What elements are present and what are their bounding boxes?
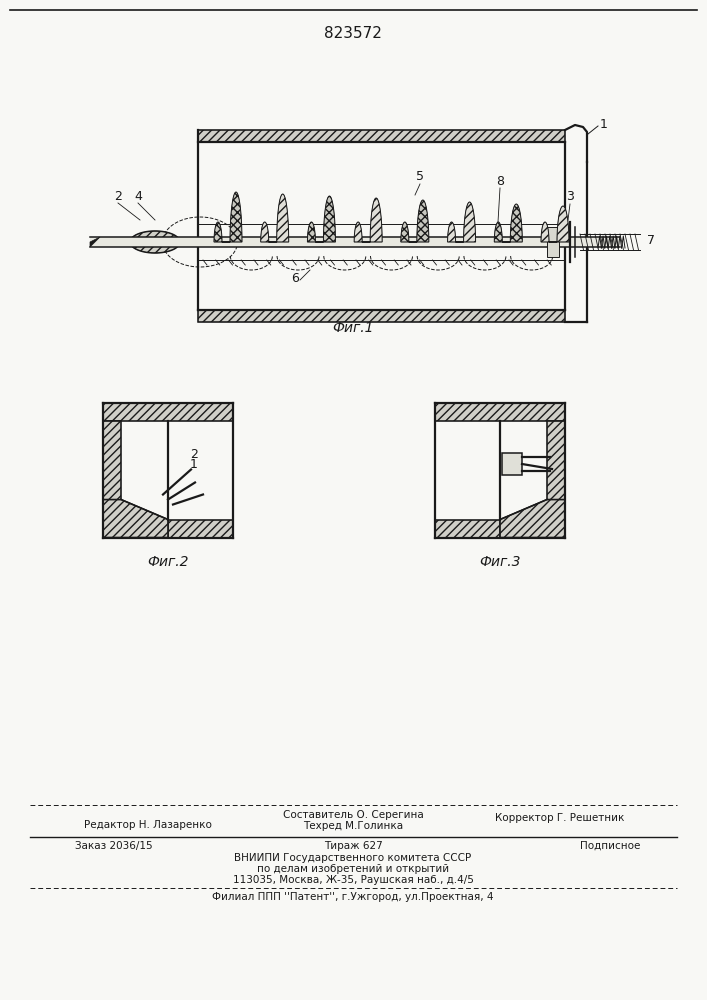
Polygon shape (502, 453, 522, 475)
Text: Техред М.Голинка: Техред М.Голинка (303, 821, 403, 831)
Polygon shape (500, 499, 565, 538)
Text: 3: 3 (566, 190, 574, 203)
Text: Редактор Н. Лазаренко: Редактор Н. Лазаренко (84, 820, 212, 830)
Polygon shape (308, 196, 335, 242)
Text: ВНИИПИ Государственного комитета СССР: ВНИИПИ Государственного комитета СССР (235, 853, 472, 863)
Polygon shape (494, 204, 522, 242)
Text: Составитель О. Серегина: Составитель О. Серегина (283, 810, 423, 820)
Polygon shape (401, 200, 429, 242)
Text: 2: 2 (190, 448, 198, 461)
Polygon shape (90, 237, 620, 247)
Polygon shape (448, 202, 476, 242)
Polygon shape (90, 237, 100, 247)
Polygon shape (198, 130, 565, 142)
Polygon shape (214, 192, 242, 242)
Text: Подписное: Подписное (580, 841, 640, 851)
Polygon shape (168, 520, 233, 538)
Polygon shape (547, 420, 565, 499)
Text: Фиг.2: Фиг.2 (147, 556, 189, 570)
Polygon shape (130, 231, 180, 253)
Text: 7: 7 (647, 233, 655, 246)
Text: 5: 5 (416, 170, 424, 183)
Polygon shape (103, 499, 168, 538)
Text: Филиал ППП ''Патент'', г.Ужгород, ул.Проектная, 4: Филиал ППП ''Патент'', г.Ужгород, ул.Про… (212, 892, 493, 902)
Text: 113035, Москва, Ж-35, Раушская наб., д.4/5: 113035, Москва, Ж-35, Раушская наб., д.4… (233, 875, 474, 885)
Text: 6: 6 (291, 272, 299, 285)
Polygon shape (103, 402, 233, 420)
Text: 1: 1 (600, 118, 608, 131)
Text: Тираж 627: Тираж 627 (324, 841, 382, 851)
Polygon shape (198, 310, 565, 322)
Text: 4: 4 (134, 190, 142, 203)
Text: 1: 1 (190, 458, 198, 471)
Text: 823572: 823572 (324, 26, 382, 41)
Polygon shape (261, 194, 288, 242)
Text: Фиг.3: Фиг.3 (479, 556, 521, 570)
Polygon shape (435, 402, 565, 420)
Polygon shape (541, 206, 569, 242)
Polygon shape (435, 520, 500, 538)
Polygon shape (103, 420, 121, 499)
Text: 8: 8 (496, 175, 504, 188)
Text: Корректор Г. Решетник: Корректор Г. Решетник (496, 813, 625, 823)
Polygon shape (547, 227, 559, 257)
Text: Заказ 2036/15: Заказ 2036/15 (75, 841, 153, 851)
Text: Фиг.1: Фиг.1 (332, 321, 374, 335)
Text: 2: 2 (114, 190, 122, 203)
Polygon shape (354, 198, 382, 242)
Text: по делам изобретений и открытий: по делам изобретений и открытий (257, 864, 449, 874)
